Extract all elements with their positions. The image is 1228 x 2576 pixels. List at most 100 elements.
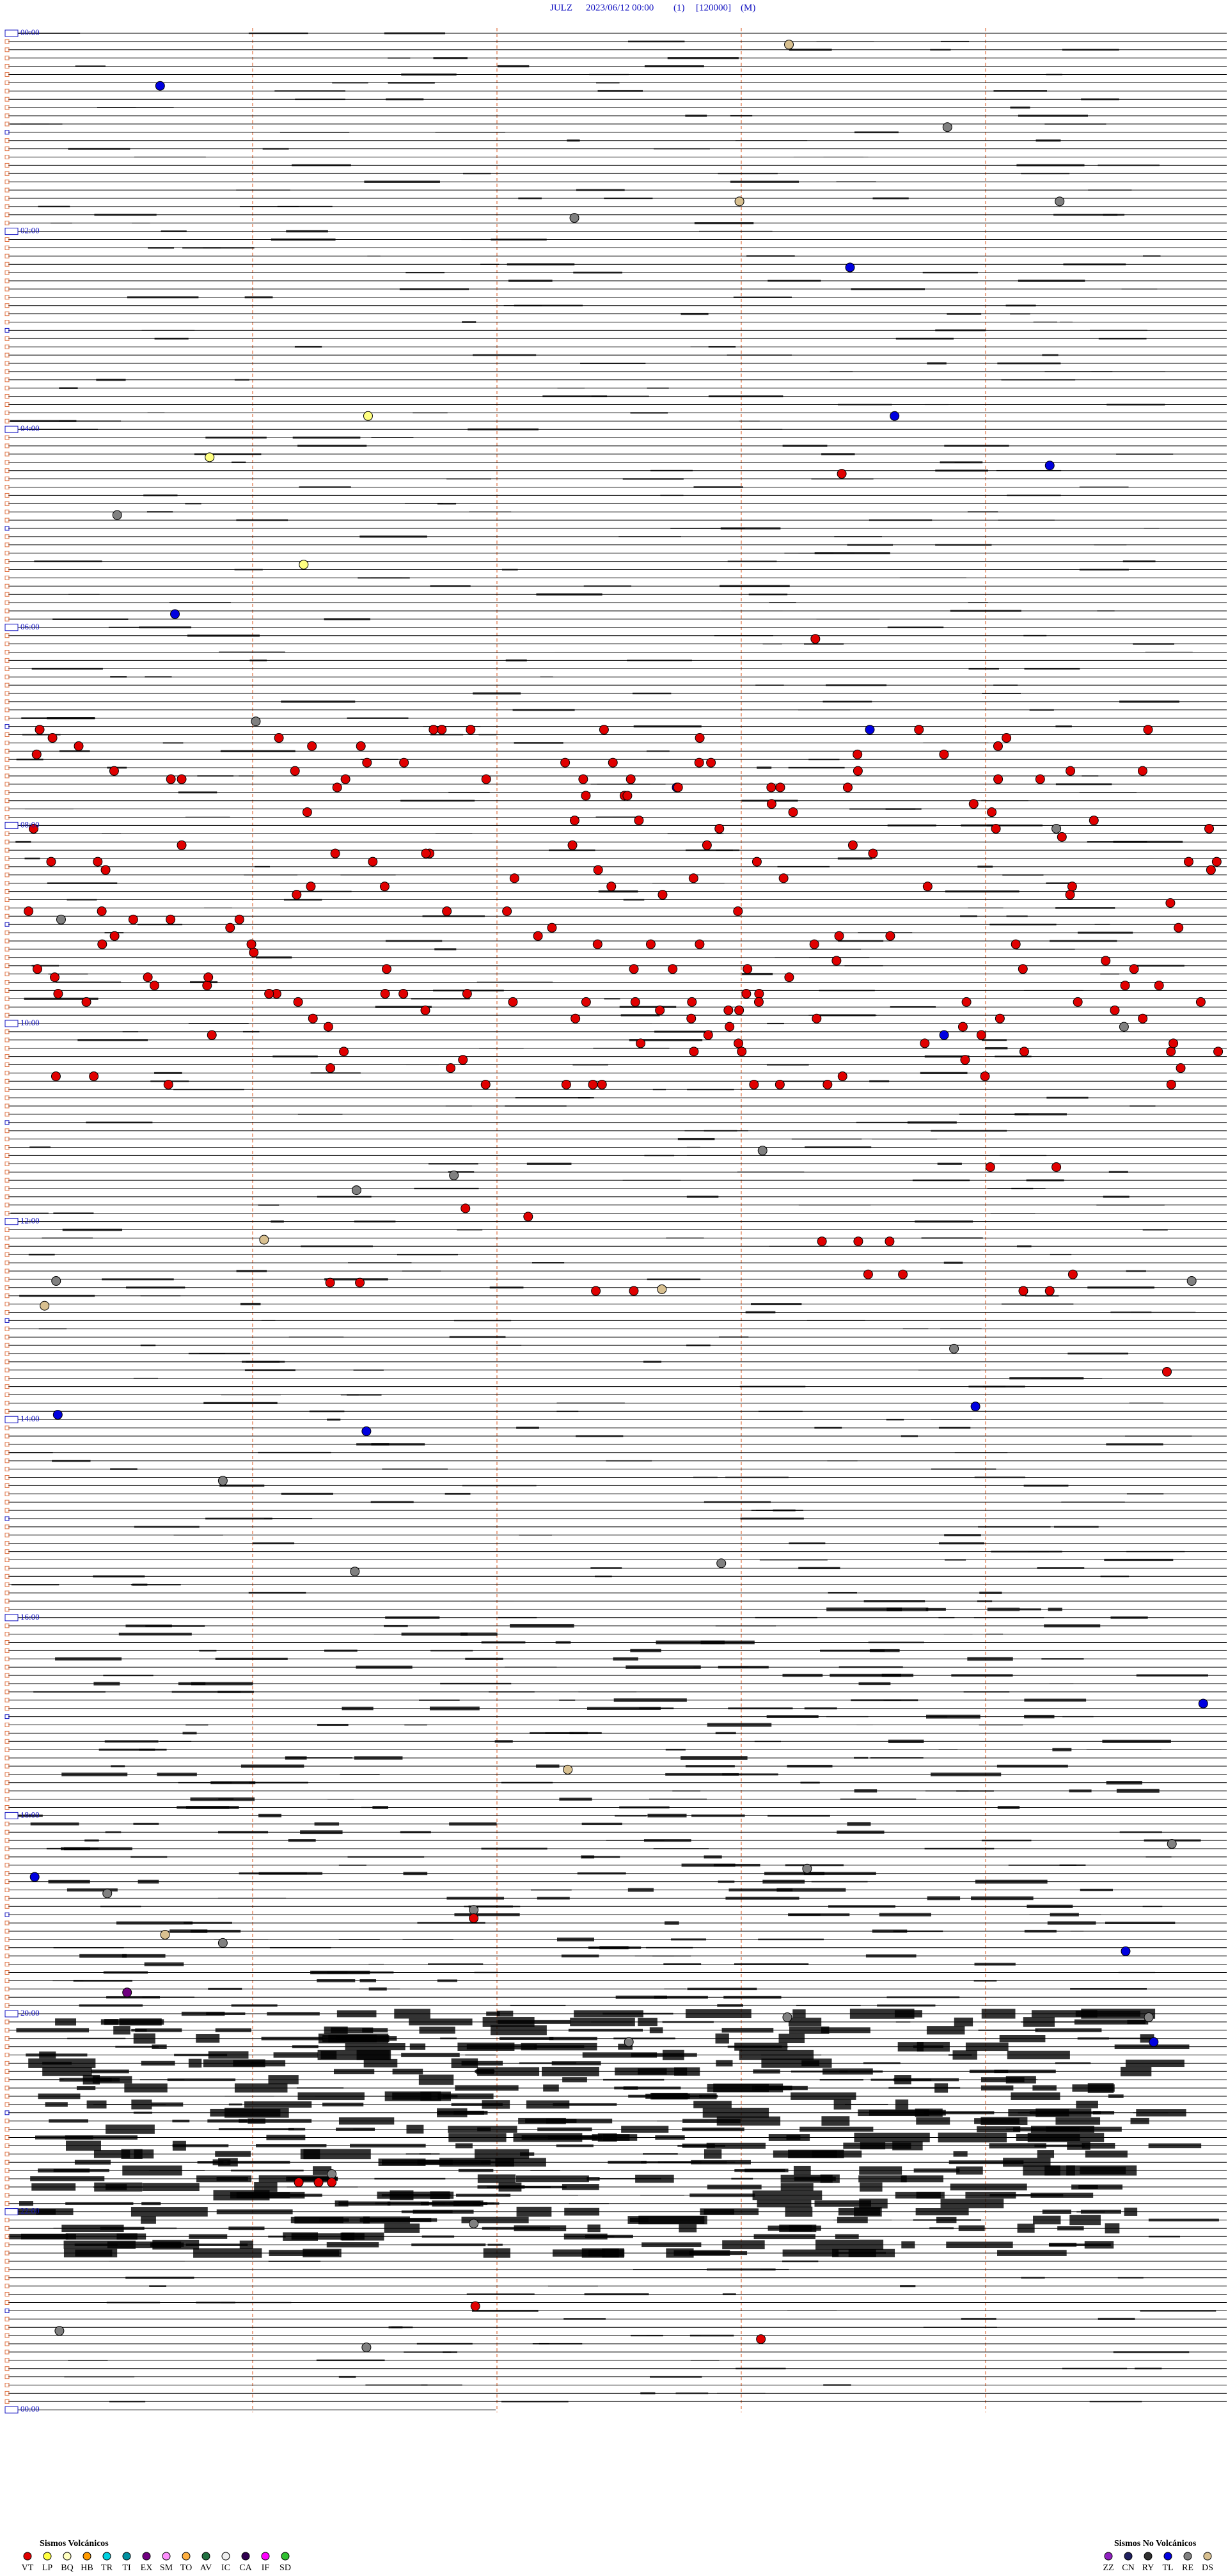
legend-code: HB [81, 2563, 93, 2573]
event-dot [733, 906, 743, 916]
trace-noise [900, 2285, 916, 2288]
trace-noise [501, 1782, 553, 1783]
trace-noise [635, 2174, 674, 2183]
trace-noise [440, 2037, 457, 2040]
event-dot [28, 823, 38, 834]
trace-noise [835, 2234, 859, 2239]
trace-noise [246, 1361, 285, 1363]
event-dot [340, 774, 350, 784]
trace-noise [405, 2153, 431, 2155]
hour-marker [4, 1812, 19, 1819]
event-dot [723, 1005, 734, 1015]
trace-noise [244, 296, 273, 299]
trace-noise [646, 750, 670, 752]
trace-noise [977, 2126, 1021, 2133]
trace-noise [717, 2004, 743, 2007]
trace-noise [340, 874, 396, 876]
trace-noise [1130, 1105, 1156, 1107]
event-dot [379, 881, 390, 892]
trace-noise [758, 1938, 824, 1941]
trace-noise [139, 626, 192, 629]
trace-noise [1018, 280, 1085, 282]
trace-noise [36, 2209, 56, 2215]
event-dot [837, 1071, 847, 1082]
trace-noise [614, 2086, 681, 2090]
trace-noise [868, 1641, 924, 1643]
trace-noise [1018, 2112, 1032, 2114]
trace-noise [24, 857, 40, 860]
time-label: 02:00 [20, 226, 40, 235]
event-dot [725, 1022, 735, 1032]
row-marker [4, 162, 10, 168]
trace-noise [667, 833, 724, 835]
trace-noise [207, 2119, 248, 2123]
legend-code: TI [122, 2563, 131, 2573]
trace-noise [416, 2343, 473, 2345]
row-marker [4, 171, 10, 176]
row-marker [4, 146, 10, 152]
event-dot [1019, 1047, 1029, 1057]
trace-noise [338, 1864, 366, 1866]
row-marker [4, 130, 10, 135]
trace-noise [814, 552, 890, 555]
trace-noise [739, 1386, 806, 1387]
trace-noise [110, 1468, 138, 1470]
row-marker [4, 1954, 10, 1959]
trace-noise [242, 1031, 260, 1032]
event-dot [1154, 981, 1164, 991]
trace-noise [239, 1872, 307, 1875]
event-dot [361, 2343, 372, 2353]
trace-noise [736, 2367, 786, 2369]
row-marker [4, 1038, 10, 1043]
trace-noise [953, 2151, 968, 2157]
row-marker [4, 2077, 10, 2082]
row-marker [4, 2267, 10, 2272]
trace-noise [826, 1607, 902, 1611]
trace-noise [1098, 2318, 1135, 2320]
trace-noise [699, 230, 773, 232]
trace-noise [1089, 329, 1147, 331]
trace-noise [1052, 1748, 1072, 1751]
trace-noise [67, 2037, 126, 2039]
trace-noise [858, 1682, 891, 1686]
trace-noise [1126, 1493, 1164, 1495]
trace-noise [987, 1608, 1020, 1611]
trace-noise [1124, 2208, 1138, 2216]
row-marker [4, 2119, 10, 2124]
row-marker [4, 39, 10, 44]
event-dot [480, 1079, 491, 1089]
event-dot [302, 807, 312, 818]
event-dot [976, 1030, 986, 1040]
trace-noise [872, 1929, 908, 1933]
legend-dot [1203, 2552, 1212, 2561]
trace-noise [1110, 1616, 1148, 1619]
event-dot [225, 922, 235, 933]
trace-noise [97, 107, 174, 108]
trace-noise [65, 2233, 138, 2240]
event-dot [481, 774, 491, 784]
event-dot [569, 816, 579, 826]
trace-noise [981, 2009, 1016, 2019]
trace-noise [597, 90, 643, 92]
trace-noise [326, 2242, 379, 2248]
event-dot [823, 1079, 833, 1089]
trace-noise [944, 1534, 981, 1537]
time-label: 04:00 [20, 423, 40, 433]
trace-noise [828, 1592, 857, 1594]
event-dot [1204, 823, 1215, 834]
trace-noise [956, 1790, 994, 1792]
trace-noise [258, 1451, 331, 1453]
trace-noise [1089, 2401, 1142, 2403]
row-marker [4, 2193, 10, 2198]
trace-noise [314, 1822, 340, 1826]
trace-noise [501, 569, 518, 571]
trace-noise [290, 2193, 322, 2197]
row-marker [4, 1871, 10, 1876]
trace-noise [707, 1723, 772, 1727]
trace-noise [182, 1732, 197, 1735]
legend-code: IF [262, 2563, 270, 2573]
trace-noise [989, 2194, 1064, 2197]
trace-noise [317, 1979, 356, 1982]
row-marker [4, 748, 10, 754]
trace-noise [1007, 494, 1061, 496]
